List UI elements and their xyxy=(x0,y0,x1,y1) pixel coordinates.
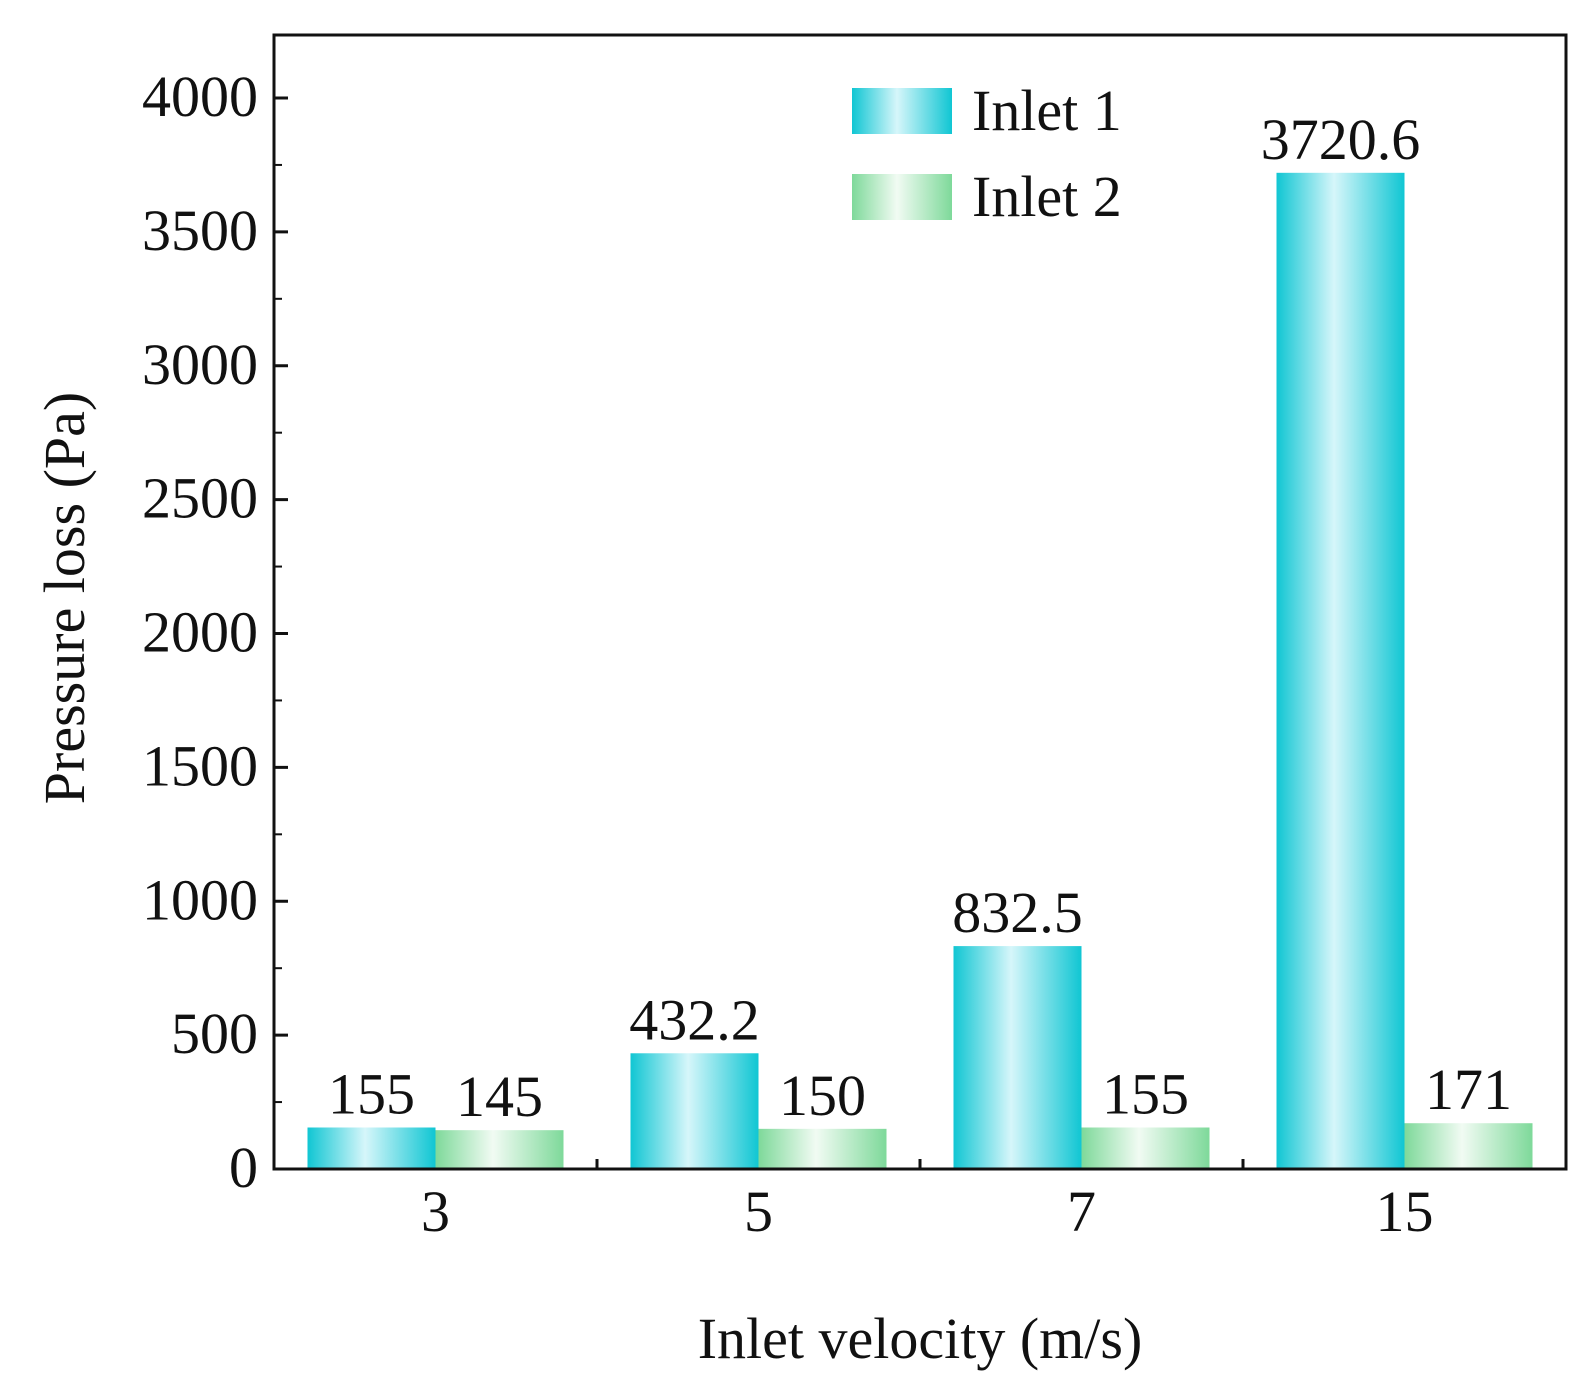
value-label: 3720.6 xyxy=(1261,107,1421,172)
x-tick-label: 3 xyxy=(421,1179,450,1244)
x-axis: 3 5 7 15 xyxy=(421,1159,1434,1244)
value-label: 155 xyxy=(1102,1061,1189,1126)
value-labels-layer: 155 145 432.2 150 832.5 155 3720.6 171 xyxy=(328,107,1512,1129)
y-tick-label: 3000 xyxy=(142,332,258,397)
y-tick-label: 3500 xyxy=(142,198,258,263)
y-tick-label: 0 xyxy=(229,1135,258,1200)
bars-layer xyxy=(307,172,1533,1170)
bar-inlet-1-5 xyxy=(630,1053,759,1169)
legend-label-1: Inlet 1 xyxy=(972,78,1122,143)
y-axis: 0 500 1000 1500 2000 2500 3000 3500 4000 xyxy=(142,64,288,1200)
bar-inlet-1-15 xyxy=(1276,172,1405,1170)
value-label: 432.2 xyxy=(629,987,760,1052)
x-axis-label: Inlet velocity (m/s) xyxy=(698,1306,1143,1371)
bar-inlet-1-3 xyxy=(307,1127,436,1169)
y-tick-label: 1000 xyxy=(142,867,258,932)
value-label: 150 xyxy=(779,1063,866,1128)
value-label: 832.5 xyxy=(952,880,1083,945)
value-label: 171 xyxy=(1425,1057,1512,1122)
legend-label-2: Inlet 2 xyxy=(972,164,1122,229)
y-axis-label: Pressure loss (Pa) xyxy=(32,392,97,804)
bar-inlet-2-5 xyxy=(758,1128,887,1169)
y-tick-label: 2000 xyxy=(142,600,258,665)
y-tick-label: 500 xyxy=(171,1001,258,1066)
x-tick-label: 7 xyxy=(1067,1179,1096,1244)
bar-inlet-2-7 xyxy=(1081,1127,1210,1169)
bar-inlet-2-3 xyxy=(435,1130,564,1169)
legend: Inlet 1 Inlet 2 xyxy=(852,78,1122,229)
legend-swatch-1 xyxy=(852,88,952,134)
bar-inlet-1-7 xyxy=(953,946,1082,1169)
value-label: 155 xyxy=(328,1061,415,1126)
y-tick-label: 4000 xyxy=(142,64,258,129)
value-label: 145 xyxy=(456,1064,543,1129)
y-tick-label: 1500 xyxy=(142,733,258,798)
x-tick-label: 15 xyxy=(1376,1179,1434,1244)
bar-inlet-2-15 xyxy=(1404,1123,1533,1169)
legend-swatch-2 xyxy=(852,174,952,220)
x-tick-label: 5 xyxy=(744,1179,773,1244)
y-tick-label: 2500 xyxy=(142,466,258,531)
